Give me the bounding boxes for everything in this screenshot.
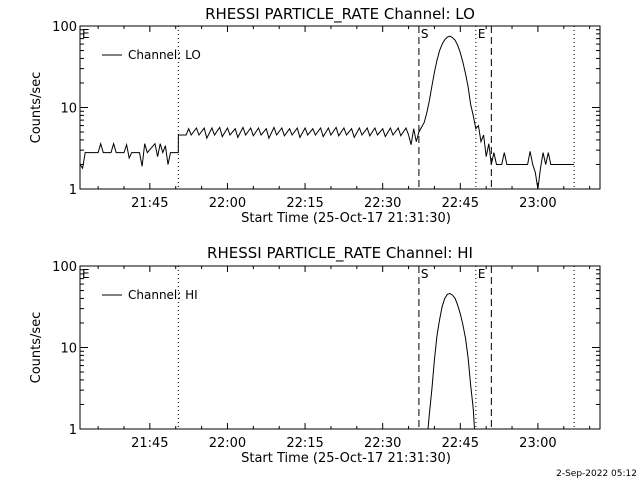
x-tick-label: 23:00 [519, 436, 556, 451]
marker-label: S [421, 27, 429, 41]
x-tick-label: 21:45 [131, 436, 168, 451]
y-tick-label: 10 [60, 102, 77, 117]
marker-label: E [478, 267, 486, 281]
chart-title: RHESSI PARTICLE_RATE Channel: LO [205, 5, 475, 24]
y-tick-label: 1 [69, 423, 77, 438]
legend-label: Channel: LO [128, 48, 201, 62]
legend-label: Channel: HI [128, 288, 198, 302]
series-line [79, 35, 575, 190]
x-tick-label: 22:45 [442, 436, 479, 451]
x-tick-label: 21:45 [131, 196, 168, 211]
y-tick-label: 10 [60, 342, 77, 357]
x-tick-label: 22:00 [209, 196, 246, 211]
y-axis-label: Counts/sec [29, 312, 44, 384]
y-tick-label: 1 [69, 183, 77, 198]
y-axis-label: Counts/sec [29, 72, 44, 144]
plot-timestamp: 2-Sep-2022 05:12 [556, 469, 637, 479]
x-tick-label: 23:00 [519, 196, 556, 211]
marker-label: E [478, 27, 486, 41]
x-tick-label: 22:00 [209, 436, 246, 451]
x-tick-label: 22:15 [286, 436, 323, 451]
x-tick-label: 22:45 [442, 196, 479, 211]
x-tick-label: 22:30 [364, 196, 401, 211]
series-line [427, 292, 475, 430]
chart-panel: RHESSI PARTICLE_RATE Channel: LO 21:45 22:… [29, 5, 601, 226]
chart-title: RHESSI PARTICLE_RATE Channel: HI [207, 244, 473, 263]
x-tick-label: 22:15 [286, 196, 323, 211]
x-tick-label: 22:30 [364, 436, 401, 451]
x-axis-label: Start Time (25-Oct-17 21:31:30) [241, 211, 451, 226]
chart-panel: RHESSI PARTICLE_RATE Channel: HI 21:45 22:… [29, 244, 601, 466]
marker-label: E [82, 27, 90, 41]
marker-label: S [421, 267, 429, 281]
marker-label: E [82, 267, 90, 281]
y-tick-label: 100 [52, 20, 77, 35]
x-axis-label: Start Time (25-Oct-17 21:31:30) [241, 451, 451, 466]
y-tick-label: 100 [52, 260, 77, 275]
